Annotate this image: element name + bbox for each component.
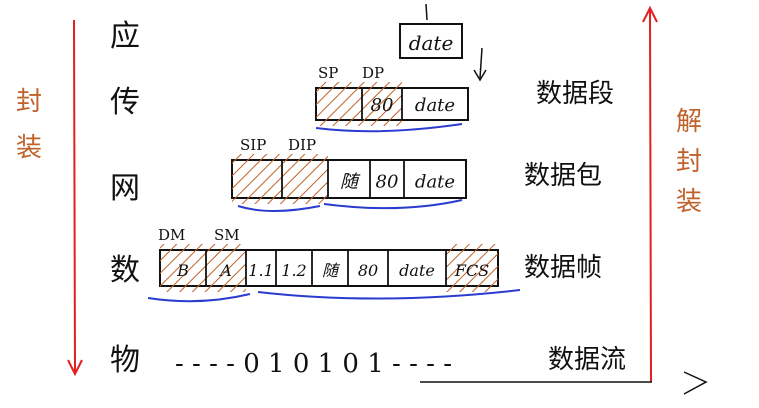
seg-network-cell-4: date bbox=[415, 171, 455, 192]
seg-link-cell-4: 随 bbox=[322, 261, 341, 280]
layer-label-link: 数 bbox=[110, 253, 140, 288]
transport-segment: 80 date SP DP bbox=[315, 64, 469, 133]
pdu-label-phys: 数据流 bbox=[548, 345, 626, 375]
seg-network-hatch-0 bbox=[232, 154, 282, 204]
seg-network-cell-2: 随 bbox=[340, 171, 361, 192]
seg-link-hatch-7 bbox=[446, 244, 498, 292]
seg-link-cell-3: 1.2 bbox=[281, 261, 306, 280]
layer-label-net: 网 bbox=[110, 171, 140, 206]
pdu-label-tran: 数据段 bbox=[536, 79, 614, 109]
layer-label-phys: 物 bbox=[110, 343, 140, 378]
seg-link-underline bbox=[147, 289, 521, 303]
decapsulate-arrow bbox=[642, 5, 658, 383]
layer-label-tran: 传 bbox=[110, 85, 140, 120]
seg-network-underline bbox=[237, 199, 463, 212]
seg-transport-cell-2: date bbox=[415, 95, 455, 116]
seg-transport-hatch-1 bbox=[362, 82, 402, 126]
seg-transport-header-0: SP bbox=[318, 64, 338, 82]
seg-link-cell-7: FCS bbox=[454, 261, 489, 280]
seg-link-hatch-1 bbox=[206, 244, 246, 292]
layer-label-app: 应 bbox=[110, 19, 140, 54]
encapsulate-arrow bbox=[67, 19, 83, 377]
right-label: 解封装 bbox=[676, 107, 702, 217]
seg-network-hatch-1 bbox=[282, 154, 328, 204]
seg-transport-header-1: DP bbox=[362, 64, 384, 82]
decapsulate-label: 解封装 bbox=[676, 107, 702, 217]
seg-link-header-0: DM bbox=[158, 226, 185, 244]
seg-network-cell-3: 80 bbox=[376, 171, 399, 192]
pdu-label-link: 数据帧 bbox=[524, 253, 602, 283]
seg-link-hatch-0 bbox=[160, 244, 206, 292]
left-label: 封装 bbox=[16, 87, 42, 163]
encapsulate-label: 封装 bbox=[16, 87, 42, 163]
seg-link-cell-2: 1.1 bbox=[248, 261, 273, 280]
physical-bits-text: - - - - 0 1 0 1 0 1 - - - - bbox=[175, 349, 452, 379]
seg-transport-cell-1: 80 bbox=[371, 95, 394, 116]
seg-transport-hatch-0 bbox=[316, 82, 362, 126]
link-frame: B A 1.1 1.2 随 80 date FCS DM SM bbox=[147, 226, 521, 303]
network-packet: 随 80 date SIP DIP bbox=[231, 136, 467, 212]
seg-network-header-0: SIP bbox=[240, 136, 266, 154]
pdu-label-net: 数据包 bbox=[524, 161, 602, 191]
seg-network-header-1: DIP bbox=[288, 136, 316, 154]
seg-link-header-1: SM bbox=[214, 226, 240, 244]
seg-link-cell-6: date bbox=[399, 261, 435, 280]
seg-link-cell-5: 80 bbox=[358, 261, 378, 280]
app-data-text: date bbox=[409, 31, 454, 55]
physical-bits: - - - - 0 1 0 1 0 1 - - - - bbox=[175, 349, 708, 395]
seg-link-cell-1: A bbox=[218, 261, 232, 280]
seg-link-cell-0: B bbox=[176, 261, 189, 280]
app-data-box: date bbox=[399, 3, 487, 82]
seg-transport-underline bbox=[315, 123, 463, 133]
